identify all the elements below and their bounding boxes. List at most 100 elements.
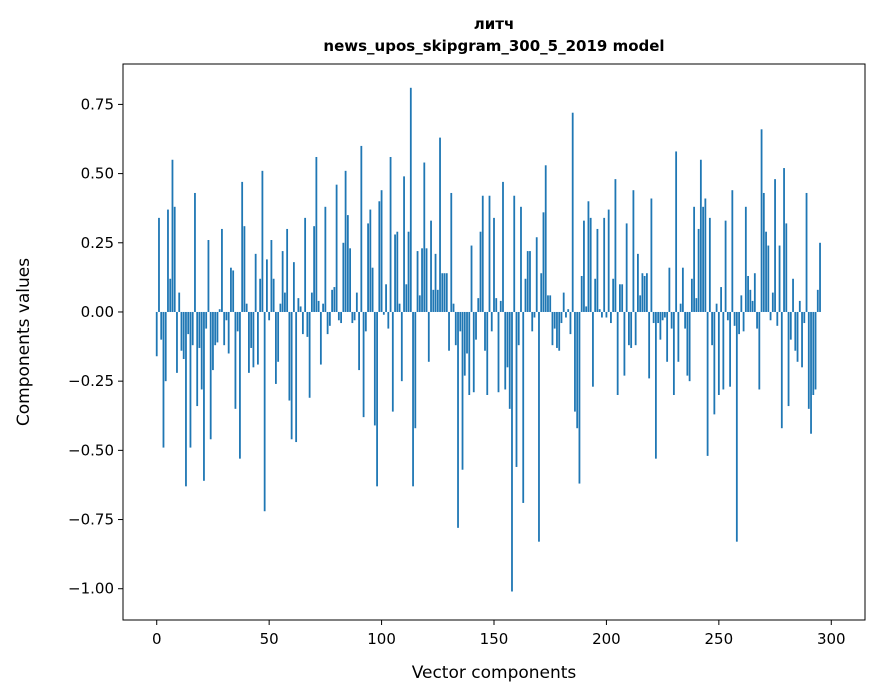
bar	[666, 311, 669, 362]
bar	[663, 311, 666, 318]
bar	[776, 311, 779, 326]
bar	[740, 295, 743, 312]
bar	[601, 311, 603, 318]
bar	[587, 201, 590, 312]
bar	[245, 303, 248, 312]
bar	[681, 267, 684, 312]
bar	[670, 311, 673, 329]
bar	[319, 311, 322, 365]
bar	[551, 311, 554, 346]
bar	[214, 311, 217, 346]
bar	[744, 206, 747, 312]
bar	[173, 206, 176, 312]
bar	[585, 306, 588, 312]
bar	[250, 311, 253, 348]
bar	[704, 198, 707, 312]
bar	[708, 217, 711, 312]
bar	[749, 289, 752, 312]
bar	[801, 311, 803, 368]
y-tick-label: −0.25	[68, 372, 114, 390]
bar	[452, 303, 455, 312]
bar	[182, 311, 185, 360]
bar	[272, 278, 275, 312]
bar	[155, 311, 158, 357]
bar	[322, 303, 325, 312]
bar	[625, 223, 628, 312]
bar	[290, 311, 293, 440]
bar	[394, 234, 396, 312]
bar	[457, 311, 459, 528]
bar	[403, 176, 405, 312]
bar	[243, 226, 246, 312]
bar	[641, 273, 644, 312]
bar	[556, 311, 558, 348]
bar	[520, 206, 522, 312]
bar	[427, 311, 430, 362]
bar	[531, 311, 534, 332]
bar	[643, 275, 646, 312]
bar	[223, 311, 226, 346]
bar	[472, 311, 475, 393]
bar	[407, 231, 410, 312]
x-tick-label: 200	[592, 630, 621, 648]
bar	[706, 311, 709, 456]
bar	[198, 311, 201, 348]
y-tick-label: −0.75	[68, 511, 114, 529]
bar	[477, 298, 480, 312]
bar	[488, 195, 491, 312]
bar	[717, 311, 720, 395]
bar	[533, 311, 536, 318]
bar	[252, 311, 255, 368]
bar	[733, 311, 736, 326]
bar	[434, 253, 437, 312]
bar	[317, 300, 320, 312]
bar	[580, 275, 583, 312]
bar	[234, 311, 237, 409]
bar	[268, 311, 271, 321]
bar	[409, 87, 412, 312]
bar	[248, 311, 250, 373]
bar	[254, 253, 257, 312]
bar	[711, 311, 714, 346]
bar	[729, 311, 731, 387]
bar	[288, 311, 291, 401]
bar	[203, 311, 205, 481]
bar	[756, 311, 758, 329]
bar	[185, 311, 187, 487]
bar	[506, 311, 509, 368]
bar	[583, 220, 585, 312]
bar	[232, 270, 235, 312]
bar	[735, 311, 738, 542]
bar	[529, 251, 531, 312]
bar	[299, 306, 302, 312]
bar	[274, 311, 277, 384]
bar	[747, 275, 749, 312]
bar	[574, 311, 576, 412]
bar	[603, 217, 606, 312]
bar	[767, 245, 770, 312]
bar	[448, 311, 450, 351]
bar	[162, 311, 165, 448]
bar	[789, 311, 792, 340]
bar	[160, 311, 163, 340]
bar	[295, 311, 298, 443]
bar	[191, 311, 194, 346]
bar	[814, 311, 817, 390]
bar	[342, 242, 345, 312]
bar	[589, 217, 592, 312]
bar	[771, 292, 774, 312]
bar	[398, 303, 401, 312]
bar	[695, 298, 698, 312]
bar	[454, 311, 457, 346]
bar	[699, 159, 702, 312]
bar	[221, 228, 223, 312]
bar	[423, 162, 426, 312]
bar	[308, 311, 311, 398]
bar	[373, 311, 376, 426]
bar	[751, 300, 754, 312]
bar	[349, 248, 351, 312]
bar	[783, 168, 785, 312]
bar	[364, 311, 367, 332]
bar	[659, 311, 662, 340]
bar	[810, 311, 812, 434]
